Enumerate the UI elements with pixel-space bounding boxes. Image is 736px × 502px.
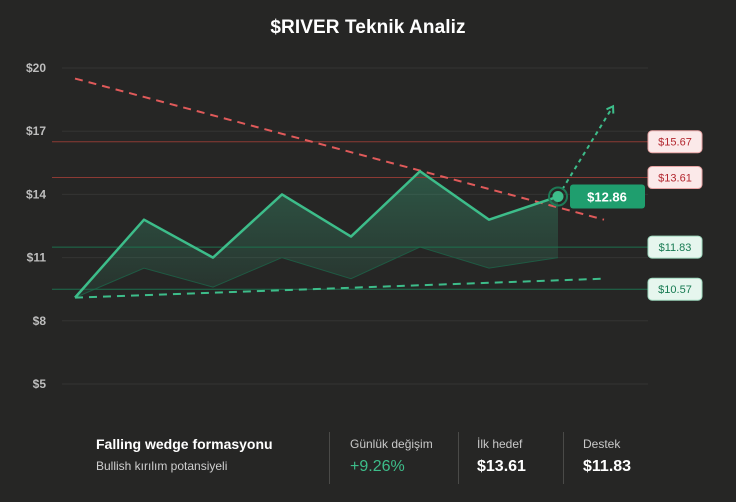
pattern-subtitle: Bullish kırılım potansiyeli [96, 459, 228, 473]
current-price-dot [552, 191, 564, 203]
support-level-badge: $10.57 [647, 277, 703, 301]
resistance-level-badge: $13.61 [647, 166, 703, 190]
footer-divider [563, 432, 564, 484]
support-value: $11.83 [583, 458, 632, 475]
current-price-ring [548, 186, 568, 207]
support-label: Destek [583, 437, 621, 451]
summary-footer: Falling wedge formasyonu Bullish kırılım… [0, 430, 736, 484]
footer-divider [458, 432, 459, 484]
price-line [74, 169, 559, 299]
daily-change-stat: Günlük değişim +9.26% [350, 437, 433, 476]
level-badge-box [647, 166, 703, 190]
current-price-label: $12.86 [587, 190, 627, 205]
pattern-title: Falling wedge formasyonu [96, 436, 273, 452]
level-badge-label: $11.83 [659, 242, 692, 254]
level-badge-label: $10.57 [658, 284, 692, 296]
current-price-box [570, 184, 645, 209]
footer-divider [329, 432, 330, 484]
y-tick-label: $5 [33, 377, 47, 391]
y-tick-label: $17 [26, 124, 46, 138]
support-level-badge: $11.83 [647, 235, 703, 259]
level-badge-box [647, 130, 703, 154]
y-tick-label: $20 [26, 61, 46, 75]
support-trendline [74, 277, 605, 299]
daily-change-value: +9.26% [350, 458, 405, 475]
first-target-label: İlk hedef [477, 437, 523, 451]
price-area [75, 171, 558, 298]
y-tick-label: $8 [33, 314, 47, 328]
level-badge-label: $13.61 [658, 173, 692, 185]
y-tick-label: $14 [26, 187, 46, 201]
breakout-arrow [557, 104, 615, 198]
y-tick-label: $11 [27, 251, 47, 265]
resistance-level-badge: $15.67 [647, 130, 703, 154]
price-chart: $20 $17 $14 $11 $8 $5 $15.67 $13.61 $11.83 $10.5… [26, 61, 703, 391]
lower-shade-line [74, 246, 559, 299]
daily-change-label: Günlük değişim [350, 437, 433, 451]
resistance-trendline [74, 77, 605, 221]
level-badge-box [647, 235, 703, 259]
level-badge-box [647, 277, 703, 301]
current-price-badge: $12.86 [570, 184, 645, 209]
level-badge-label: $15.67 [658, 137, 692, 149]
first-target-value: $13.61 [477, 458, 526, 475]
support-stat: Destek $11.83 [583, 437, 631, 476]
chart-title: $RIVER Teknik Analiz [270, 17, 466, 38]
first-target-stat: İlk hedef $13.61 [477, 437, 526, 476]
